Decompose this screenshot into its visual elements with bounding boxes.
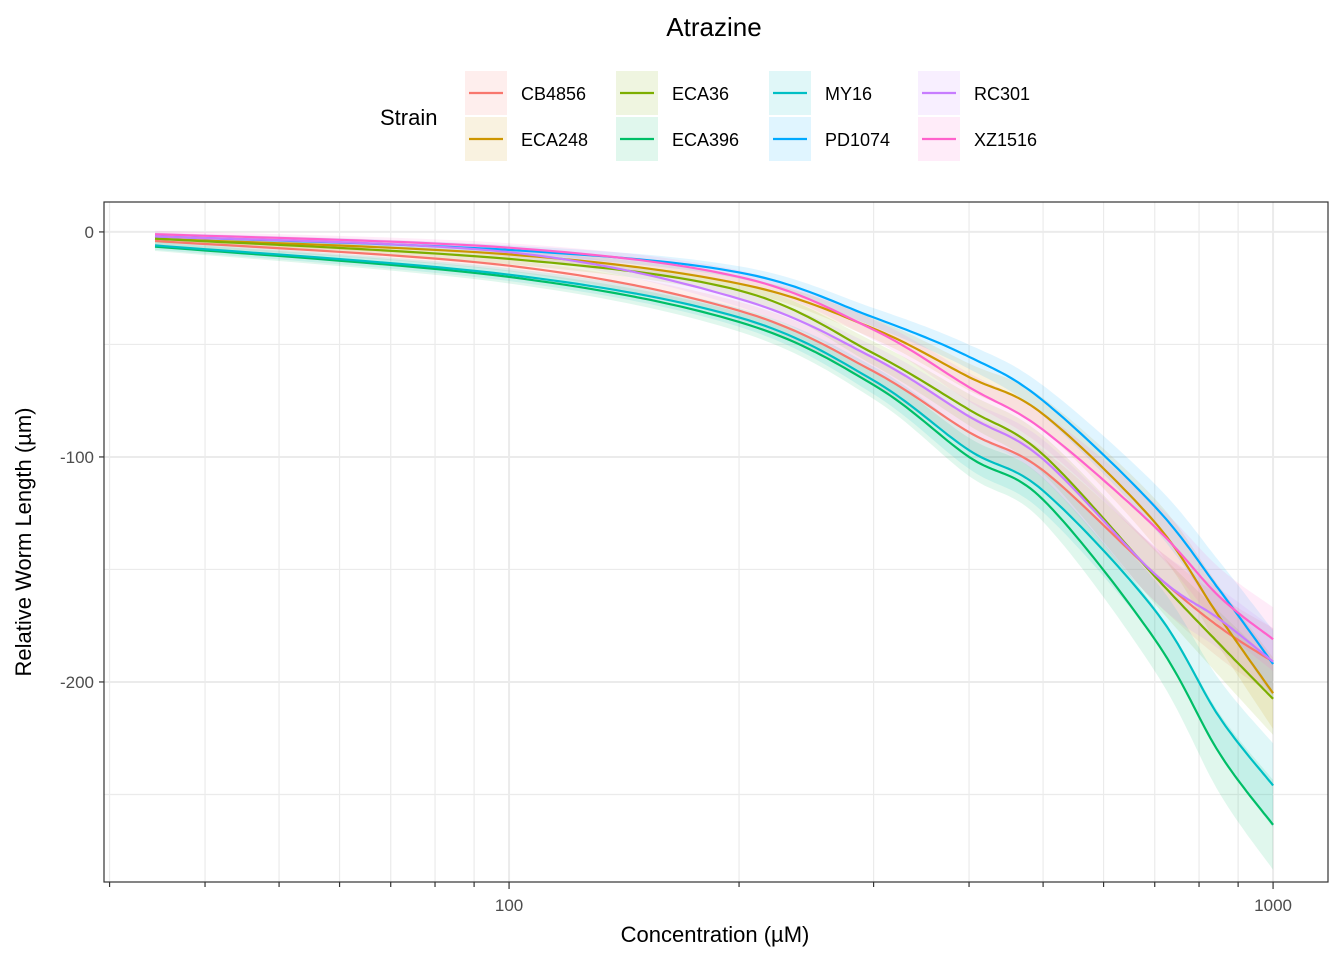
series-line-my16 (154, 244, 1274, 787)
axes: 0 -100 -200 100 1000 (60, 223, 1292, 915)
y-tick-label: -100 (60, 448, 94, 467)
y-axis-label: Relative Worm Length (µm) (11, 407, 36, 676)
legend-item-eca396: ECA396 (616, 117, 739, 161)
legend-item-xz1516: XZ1516 (918, 117, 1037, 161)
series-line-eca248 (154, 237, 1274, 694)
series-lines (154, 233, 1274, 826)
legend-label: MY16 (825, 84, 872, 104)
legend: CB4856 ECA248 ECA36 ECA396 MY16 PD1074 RC301 XZ… (465, 71, 1037, 161)
legend-item-rc301: RC301 (918, 71, 1030, 115)
chart-title: Atrazine (666, 12, 761, 42)
legend-label: RC301 (974, 84, 1030, 104)
series-line-eca396 (154, 245, 1274, 826)
legend-item-eca248: ECA248 (465, 117, 588, 161)
ci-band-xz1516 (155, 230, 1274, 672)
legend-item-pd1074: PD1074 (769, 117, 890, 161)
x-axis-label: Concentration (µM) (621, 922, 810, 947)
legend-item-my16: MY16 (769, 71, 872, 115)
y-tick-label: -200 (60, 673, 94, 692)
legend-label: ECA248 (521, 130, 588, 150)
legend-item-eca36: ECA36 (616, 71, 729, 115)
y-tick-label: 0 (85, 223, 94, 242)
legend-label: XZ1516 (974, 130, 1037, 150)
series-line-rc301 (154, 235, 1274, 663)
legend-label: PD1074 (825, 130, 890, 150)
series-line-xz1516 (154, 233, 1274, 641)
x-tick-label: 100 (495, 896, 523, 915)
plot-border (103, 201, 1329, 883)
series-line-cb4856 (154, 239, 1274, 663)
ci-bands (155, 230, 1274, 870)
legend-label: ECA36 (672, 84, 729, 104)
legend-label: CB4856 (521, 84, 586, 104)
legend-item-cb4856: CB4856 (465, 71, 586, 115)
x-tick-label: 1000 (1254, 896, 1292, 915)
grid (104, 202, 1328, 882)
series-line-eca36 (154, 237, 1274, 700)
legend-label: ECA396 (672, 130, 739, 150)
legend-title: Strain (380, 105, 437, 130)
